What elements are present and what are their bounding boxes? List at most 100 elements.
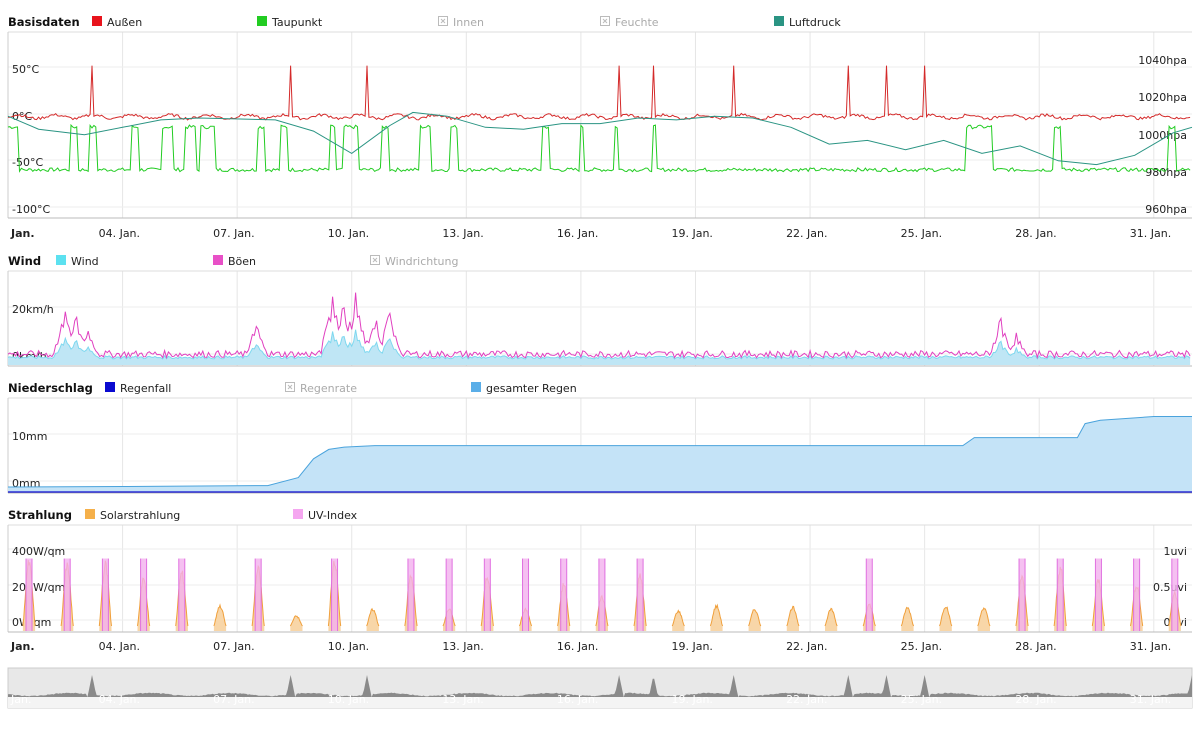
legend-item-regenrate[interactable]: Regenrate	[285, 382, 358, 395]
panel-title-1: Wind	[8, 254, 41, 268]
navigator[interactable]: Jan. 04. Jan. 07. Jan. 10. Jan. 13. Jan. 16. …	[7, 667, 1193, 709]
legend-item-uv-index[interactable]: UV-Index	[293, 509, 358, 522]
panel-frame-2	[7, 397, 1192, 494]
wind-plot	[7, 292, 1191, 365]
navigator-tick-label: 13. Jan.	[442, 693, 483, 706]
legend-item-wind[interactable]: Wind	[56, 255, 99, 268]
uv-day-area	[1019, 558, 1026, 631]
y-tick-right: 1020hpa	[1138, 91, 1187, 104]
uv-day-area	[331, 558, 338, 631]
series-taupunkt-line	[7, 123, 1191, 173]
y-tick-left: 400W/qm	[12, 545, 65, 558]
legend-item-windrichtung[interactable]: Windrichtung	[370, 255, 459, 268]
legend-item-gesamter-regen[interactable]: gesamter Regen	[471, 382, 577, 395]
solar-day-line	[709, 603, 724, 627]
y-tick-right: 960hpa	[1145, 203, 1187, 216]
navigator-tick-label: 10. Jan.	[328, 693, 369, 706]
panel-frame-1	[7, 270, 1192, 367]
x-tick-label: 19. Jan.	[671, 227, 712, 240]
basisdaten-plot	[7, 65, 1193, 173]
solar-day-line	[213, 603, 227, 627]
legend-label: Außen	[107, 16, 142, 29]
legend-label: Luftdruck	[789, 16, 841, 29]
x-tick-label: 25. Jan.	[901, 640, 942, 653]
legend-label: gesamter Regen	[486, 382, 577, 395]
solar-day-area	[786, 606, 799, 631]
legend-label: Innen	[453, 16, 484, 29]
legend-label: Solarstrahlung	[100, 509, 180, 522]
uv-day-area	[102, 558, 109, 631]
x-tick-label: 25. Jan.	[901, 227, 942, 240]
solar-day-line	[977, 607, 991, 627]
x-tick-label: 31. Jan.	[1130, 227, 1171, 240]
x-tick-label: 28. Jan.	[1015, 640, 1056, 653]
series-luftdruck-line	[7, 111, 1193, 166]
legend-item-au-en[interactable]: Außen	[92, 16, 142, 29]
series-wind-area	[8, 329, 1191, 365]
legend-item-feuchte[interactable]: Feuchte	[600, 16, 659, 29]
solar-day-line	[824, 607, 838, 627]
y-tick-left: 50°C	[12, 63, 39, 76]
x-tick-label: 22. Jan.	[786, 227, 827, 240]
legend-swatch	[92, 16, 102, 26]
uv-day-area	[178, 558, 185, 631]
x-tick-label: 10. Jan.	[328, 640, 369, 653]
legend-item-b-en[interactable]: Böen	[213, 255, 256, 268]
navigator-tick-label: 16. Jan.	[557, 693, 598, 706]
solar-day-area	[939, 607, 952, 631]
x-tick-label: 31. Jan.	[1130, 640, 1171, 653]
uv-day-area	[407, 558, 414, 631]
uv-day-area	[1095, 558, 1102, 631]
x-tick-label: Jan.	[10, 640, 35, 653]
uv-day-area	[1171, 558, 1178, 631]
legend-item-solarstrahlung[interactable]: Solarstrahlung	[85, 509, 180, 522]
x-tick-label: 10. Jan.	[328, 227, 369, 240]
uv-day-area	[26, 558, 33, 631]
legend-swatch	[85, 509, 95, 519]
uv-day-area	[560, 558, 567, 631]
legend-item-taupunkt[interactable]: Taupunkt	[257, 16, 323, 29]
series-wind-line	[7, 329, 1191, 360]
uv-day-area	[522, 558, 529, 631]
legend-item-innen[interactable]: Innen	[438, 16, 484, 29]
legend-label: Feuchte	[615, 16, 659, 29]
x-tick-label: 22. Jan.	[786, 640, 827, 653]
navigator-tick-label: 28. Jan.	[1015, 693, 1056, 706]
legend-label: Böen	[228, 255, 256, 268]
solar-day-area	[825, 608, 838, 631]
y-tick-left: 10mm	[12, 430, 47, 443]
uv-day-area	[1057, 558, 1064, 631]
legend-swatch	[471, 382, 481, 392]
y-tick-right: 0.5uvi	[1153, 581, 1187, 594]
legend-swatch	[293, 509, 303, 519]
solar-day-area	[710, 605, 723, 631]
x-tick-label: 04. Jan.	[99, 227, 140, 240]
series-gesamter-regen-area	[8, 416, 1192, 492]
legend-swatch	[213, 255, 223, 265]
navigator-tick-label: 04. Jan.	[99, 693, 140, 706]
solar-day-area	[290, 615, 303, 631]
uv-day-area	[446, 558, 453, 631]
solar-day-area	[901, 607, 914, 631]
navigator-tick-label: Jan.	[10, 693, 31, 706]
navigator-tick-label: 25. Jan.	[901, 693, 942, 706]
solar-day-line	[289, 615, 303, 627]
y-tick-left: -100°C	[12, 203, 50, 216]
uv-day-area	[484, 558, 491, 631]
cross-icon	[440, 18, 446, 24]
x-tick-label: 16. Jan.	[557, 227, 598, 240]
panel-title-0: Basisdaten	[8, 15, 80, 29]
y-tick-right: 980hpa	[1145, 166, 1187, 179]
legend-label: Taupunkt	[271, 16, 323, 29]
x-tick-label: 13. Jan.	[442, 640, 483, 653]
legend-item-regenfall[interactable]: Regenfall	[105, 382, 171, 395]
cross-icon	[602, 18, 608, 24]
solar-day-line	[939, 606, 953, 627]
legend-item-luftdruck[interactable]: Luftdruck	[774, 16, 841, 29]
uv-day-area	[1133, 558, 1140, 631]
x-tick-label: 16. Jan.	[557, 640, 598, 653]
panel-title-3: Strahlung	[8, 508, 72, 522]
legend-label: UV-Index	[308, 509, 358, 522]
